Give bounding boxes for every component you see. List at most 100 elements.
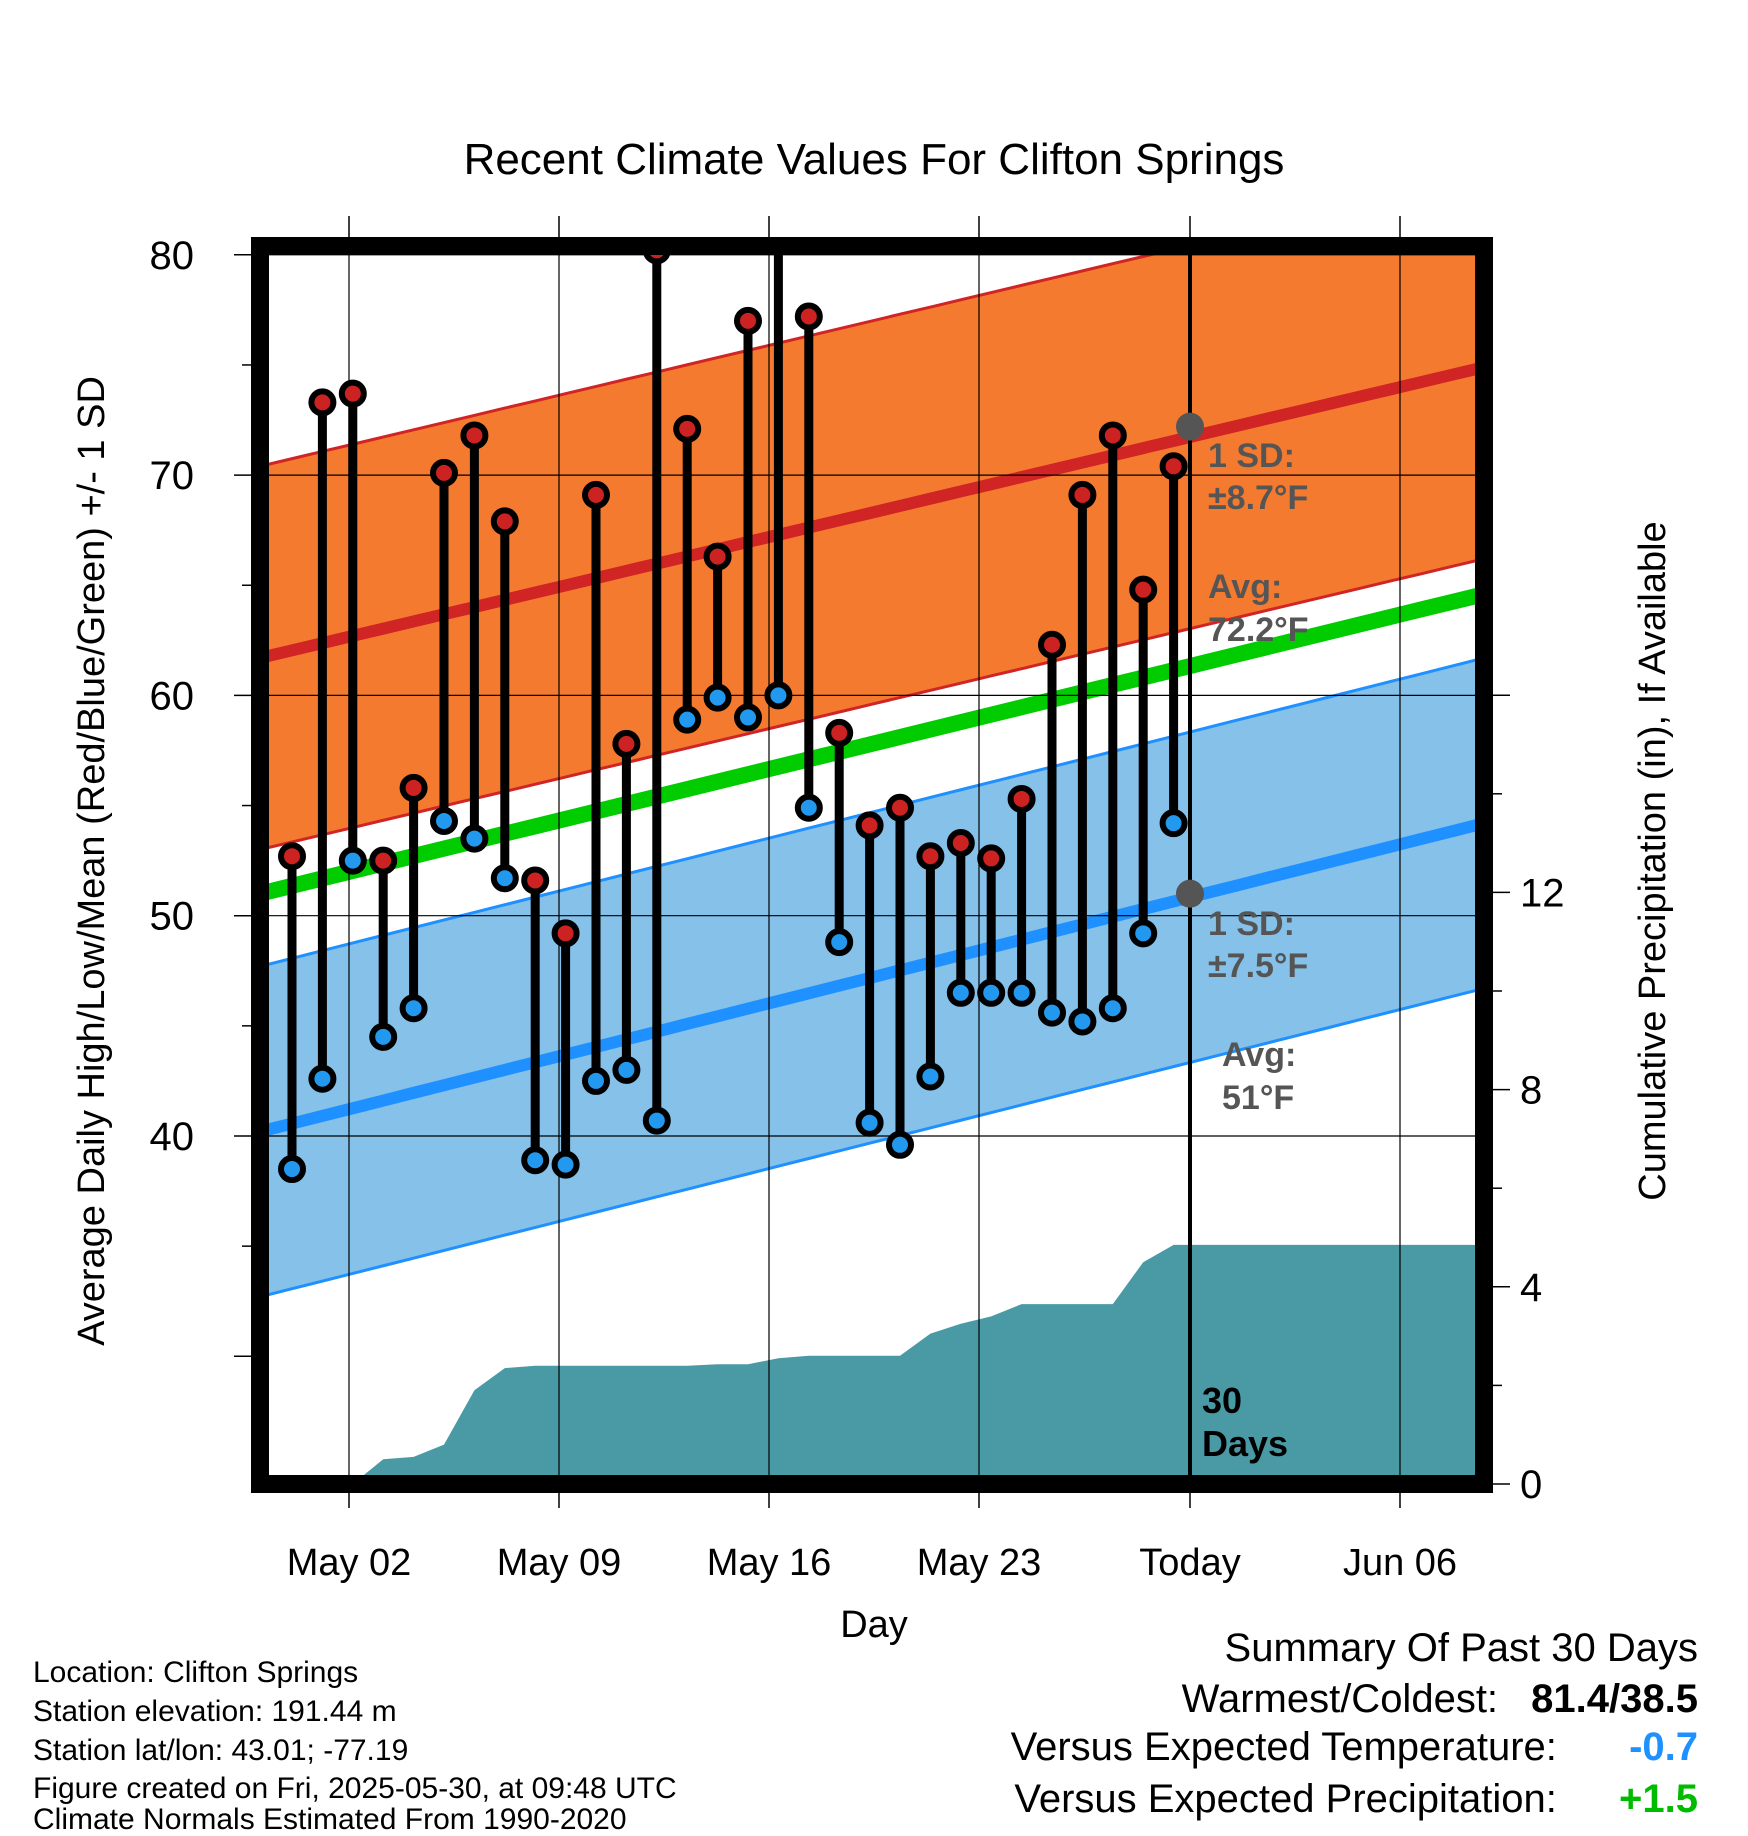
daily-low-point — [369, 1022, 398, 1051]
days-count-label: 30 — [1202, 1380, 1242, 1421]
daily-low-point — [551, 1150, 580, 1179]
daily-low-point — [1129, 919, 1158, 948]
daily-low-point — [916, 1062, 945, 1091]
warmest-coldest-label: Warmest/Coldest: — [1181, 1677, 1499, 1721]
daily-low-point — [946, 978, 975, 1007]
precip-area — [292, 1244, 1484, 1484]
daily-low-point — [673, 705, 702, 734]
daily-low-point — [1098, 994, 1127, 1023]
daily-low-point — [490, 864, 519, 893]
daily-low-point — [642, 1106, 671, 1135]
daily-high-point — [521, 866, 550, 895]
daily-low-point — [460, 824, 489, 853]
daily-low-point — [825, 928, 854, 957]
daily-low-point — [764, 681, 793, 710]
low-avg-value: 51°F — [1222, 1079, 1294, 1117]
daily-high-point — [794, 302, 823, 331]
low-sd-value: ±7.5°F — [1208, 947, 1308, 985]
x-tick-label: Jun 06 — [1343, 1542, 1457, 1584]
daily-high-point — [825, 718, 854, 747]
footer-elevation: Station elevation: 191.44 m — [33, 1695, 397, 1728]
daily-high-point — [1068, 480, 1097, 509]
chart-title: Recent Climate Values For Clifton Spring… — [464, 135, 1285, 184]
y-tick-label: 40 — [150, 1115, 195, 1159]
summary-title: Summary Of Past 30 Days — [1224, 1626, 1698, 1670]
high-avg-value: 72.2°F — [1208, 611, 1309, 649]
x-axis-label: Day — [840, 1604, 908, 1646]
x-tick-label: May 09 — [497, 1542, 622, 1584]
daily-high-point — [399, 773, 428, 802]
daily-high-point — [308, 388, 337, 417]
plot-frame — [251, 237, 1493, 1493]
plot-area: 1 SD: ±8.7°F Avg: 72.2°F 1 SD: ±7.5°F Avg: 51°F… — [150, 213, 1565, 1584]
daily-low-point — [582, 1066, 610, 1095]
high-sd-band — [260, 246, 1484, 852]
daily-low-point — [430, 806, 458, 835]
summary-precip: Versus Expected Precipitation: +1.5 — [1014, 1779, 1698, 1819]
high-avg-label: Avg: — [1208, 568, 1282, 606]
y-tick-label: 70 — [150, 454, 195, 498]
x-tick-label: May 23 — [917, 1542, 1042, 1584]
daily-high-point — [767, 213, 789, 235]
daily-low-point — [1159, 809, 1188, 838]
days-unit-label: Days — [1202, 1423, 1288, 1464]
daily-low-point — [338, 846, 367, 875]
daily-low-point — [1038, 998, 1066, 1027]
daily-low-point — [612, 1055, 641, 1084]
daily-low-point — [734, 703, 762, 732]
daily-high-point — [612, 729, 641, 758]
daily-high-point — [946, 829, 975, 858]
daily-low-point — [521, 1146, 550, 1175]
low-avg-label: Avg: — [1222, 1036, 1296, 1074]
daily-low-point — [399, 994, 428, 1023]
low-sd-label: 1 SD: — [1208, 905, 1295, 943]
daily-high-point — [460, 421, 489, 450]
plot-contents — [260, 213, 1484, 1484]
high-sd-value: ±8.7°F — [1208, 479, 1308, 517]
precip-value: +1.5 — [1619, 1777, 1698, 1821]
daily-low-point — [855, 1108, 884, 1137]
daily-high-point — [1159, 452, 1188, 481]
footer-location: Location: Clifton Springs — [33, 1656, 359, 1689]
footer-latlon: Station lat/lon: 43.01; -77.19 — [33, 1734, 409, 1767]
y-axis-label: Average Daily High/Low/Mean (Red/Blue/Gr… — [71, 376, 113, 1346]
precip-label: Versus Expected Precipitation: — [1014, 1777, 1557, 1821]
y-tick-label: 80 — [150, 234, 195, 278]
daily-high-point — [916, 842, 945, 871]
normal-high-line — [260, 361, 1484, 664]
daily-low-point — [308, 1064, 337, 1093]
high-sd-label: 1 SD: — [1208, 437, 1295, 475]
daily-high-point — [734, 306, 762, 335]
today-low-avg-point — [1176, 879, 1204, 908]
daily-high-point — [977, 844, 1006, 873]
temp-value: -0.7 — [1629, 1725, 1698, 1769]
daily-high-point — [886, 793, 914, 822]
daily-high-point — [1129, 575, 1158, 604]
y2-tick-label: 12 — [1520, 871, 1565, 915]
y2-tick-label: 8 — [1520, 1069, 1542, 1113]
x-tick-label: May 02 — [287, 1542, 412, 1584]
daily-low-point — [1007, 978, 1036, 1007]
daily-high-point — [278, 842, 306, 871]
x-tick-label: May 16 — [707, 1542, 832, 1584]
warmest-coldest-value: 81.4/38.5 — [1531, 1677, 1698, 1721]
daily-low-point — [794, 793, 823, 822]
footer-created: Figure created on Fri, 2025-05-30, at 09… — [33, 1772, 677, 1805]
daily-high-point — [673, 414, 702, 443]
daily-low-point — [278, 1155, 306, 1184]
daily-high-point — [855, 811, 884, 840]
daily-high-point — [369, 846, 398, 875]
summary-temp: Versus Expected Temperature: -0.7 — [1011, 1727, 1698, 1767]
summary-warmest-coldest: Warmest/Coldest: 81.4/38.5 — [1182, 1679, 1698, 1719]
y-tick-label: 60 — [150, 674, 195, 718]
daily-high-point — [1007, 784, 1036, 813]
daily-high-point — [430, 458, 458, 487]
daily-high-point — [582, 480, 610, 509]
daily-high-point — [1038, 630, 1066, 659]
x-tick-label: Today — [1139, 1542, 1240, 1584]
daily-low-point — [1068, 1007, 1097, 1036]
y2-tick-label: 0 — [1520, 1463, 1542, 1507]
y-tick-label: 50 — [150, 895, 195, 939]
today-high-avg-point — [1176, 412, 1204, 441]
